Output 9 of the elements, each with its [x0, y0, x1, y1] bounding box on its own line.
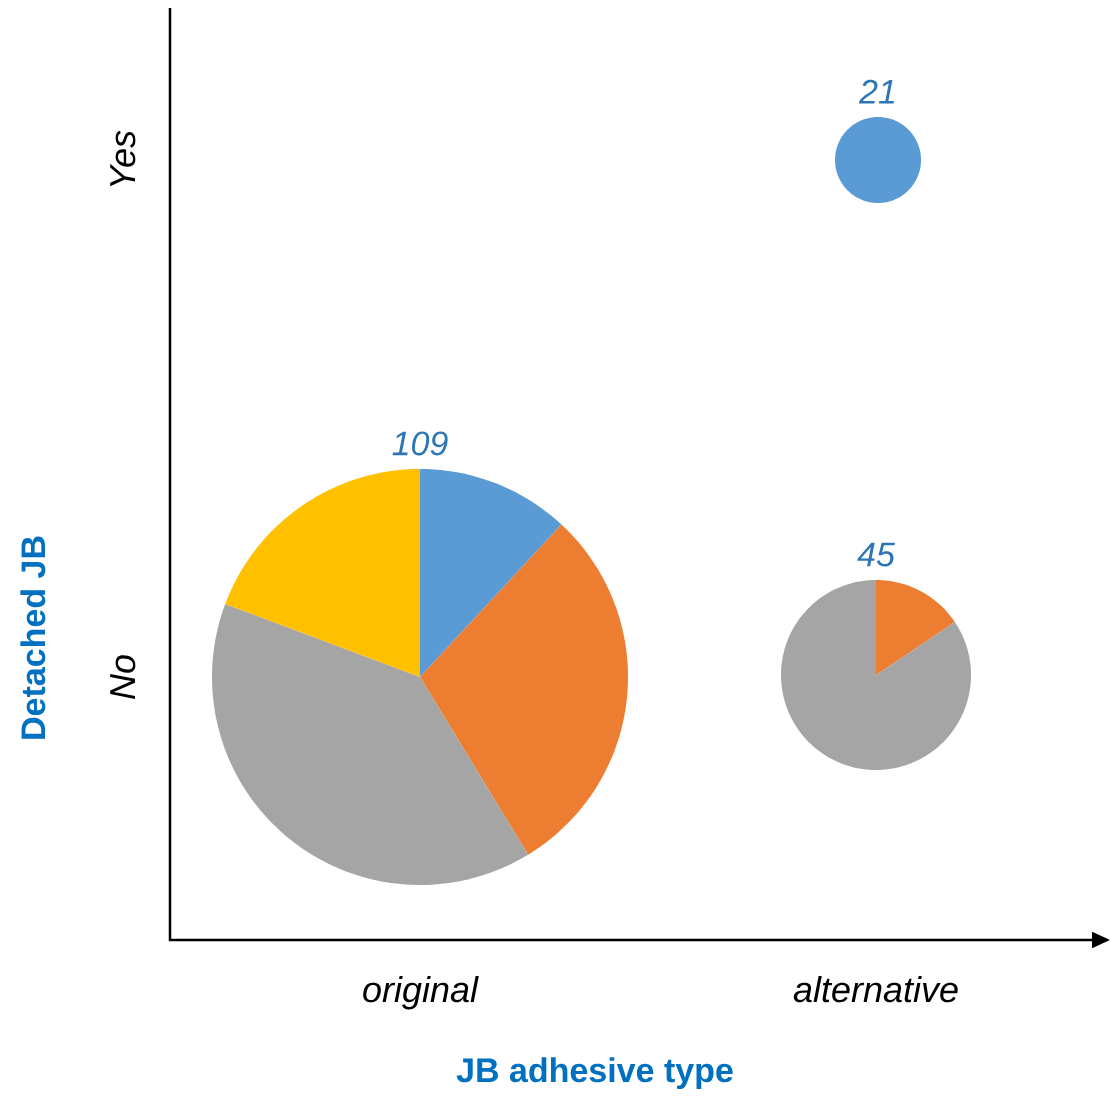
category-label: No: [110, 655, 136, 699]
chart-title: 109: [392, 431, 448, 456]
chart-title: 21: [858, 79, 895, 104]
category-label: alternative: [793, 975, 958, 1003]
category-label: original: [363, 975, 479, 1010]
text: JB adhesive type: [456, 1057, 733, 1090]
chart-title: 45: [857, 542, 895, 567]
text: Detached JB: [20, 536, 46, 739]
category-label: Yes: [110, 130, 136, 187]
